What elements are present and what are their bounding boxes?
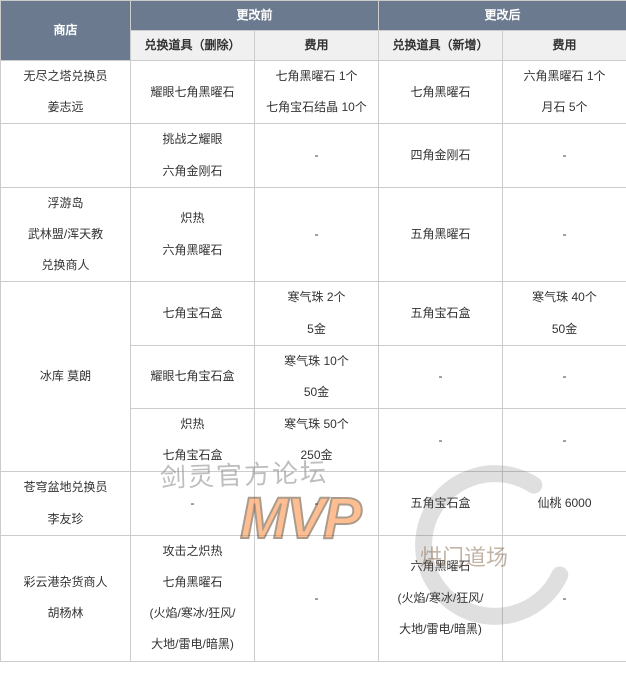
cost-after-cell: 仙桃 6000 (503, 472, 626, 535)
added-item-cell: 四角金刚石 (379, 124, 503, 187)
removed-item-cell: 炽热七角宝石盒 (131, 409, 255, 472)
header-item-added: 兑换道具（新增） (379, 31, 503, 61)
header-cost-before: 费用 (255, 31, 379, 61)
table-row: 浮游岛武林盟/浑天教兑换商人炽热六角黑曜石-五角黑曜石- (1, 187, 626, 282)
cost-after-cell: - (503, 535, 626, 661)
header-item-removed: 兑换道具（删除） (131, 31, 255, 61)
removed-item-cell: 七角宝石盒 (131, 282, 255, 345)
cost-before-cell: - (255, 124, 379, 187)
exchange-table: 商店 更改前 更改后 兑换道具（删除） 费用 兑换道具（新增） 费用 无尽之塔兑… (0, 0, 626, 662)
shop-cell: 彩云港杂货商人胡杨林 (1, 535, 131, 661)
added-item-cell: - (379, 409, 503, 472)
removed-item-cell: 挑战之耀眼六角金刚石 (131, 124, 255, 187)
shop-cell: 冰库 莫朗 (1, 282, 131, 472)
cost-before-cell: - (255, 187, 379, 282)
added-item-cell: 五角宝石盒 (379, 282, 503, 345)
header-cost-after: 费用 (503, 31, 626, 61)
table-row: 冰库 莫朗七角宝石盒寒气珠 2个5金五角宝石盒寒气珠 40个50金 (1, 282, 626, 345)
table-row: 苍穹盆地兑换员李友珍--五角宝石盒仙桃 6000 (1, 472, 626, 535)
header-shop: 商店 (1, 1, 131, 61)
header-after: 更改后 (379, 1, 626, 31)
cost-after-cell: - (503, 345, 626, 408)
table-row: 无尽之塔兑换员姜志远耀眼七角黑曜石七角黑曜石 1个七角宝石结晶 10个七角黑曜石… (1, 61, 626, 124)
table-row: 彩云港杂货商人胡杨林攻击之炽热七角黑曜石(火焰/寒冰/狂风/大地/雷电/暗黑)-… (1, 535, 626, 661)
removed-item-cell: 炽热六角黑曜石 (131, 187, 255, 282)
cost-after-cell: - (503, 187, 626, 282)
table-row: 挑战之耀眼六角金刚石-四角金刚石- (1, 124, 626, 187)
added-item-cell: 七角黑曜石 (379, 61, 503, 124)
cost-before-cell: - (255, 472, 379, 535)
added-item-cell: 六角黑曜石(火焰/寒冰/狂风/大地/雷电/暗黑) (379, 535, 503, 661)
cost-after-cell: - (503, 124, 626, 187)
header-before: 更改前 (131, 1, 379, 31)
removed-item-cell: 攻击之炽热七角黑曜石(火焰/寒冰/狂风/大地/雷电/暗黑) (131, 535, 255, 661)
cost-before-cell: 寒气珠 10个50金 (255, 345, 379, 408)
cost-before-cell: 寒气珠 50个250金 (255, 409, 379, 472)
added-item-cell: 五角黑曜石 (379, 187, 503, 282)
added-item-cell: - (379, 345, 503, 408)
cost-before-cell: 寒气珠 2个5金 (255, 282, 379, 345)
shop-cell: 浮游岛武林盟/浑天教兑换商人 (1, 187, 131, 282)
added-item-cell: 五角宝石盒 (379, 472, 503, 535)
shop-cell: 苍穹盆地兑换员李友珍 (1, 472, 131, 535)
removed-item-cell: - (131, 472, 255, 535)
cost-after-cell: 六角黑曜石 1个月石 5个 (503, 61, 626, 124)
cost-before-cell: 七角黑曜石 1个七角宝石结晶 10个 (255, 61, 379, 124)
cost-before-cell: - (255, 535, 379, 661)
cost-after-cell: - (503, 409, 626, 472)
removed-item-cell: 耀眼七角黑曜石 (131, 61, 255, 124)
shop-cell: 无尽之塔兑换员姜志远 (1, 61, 131, 124)
cost-after-cell: 寒气珠 40个50金 (503, 282, 626, 345)
shop-cell (1, 124, 131, 187)
removed-item-cell: 耀眼七角宝石盒 (131, 345, 255, 408)
